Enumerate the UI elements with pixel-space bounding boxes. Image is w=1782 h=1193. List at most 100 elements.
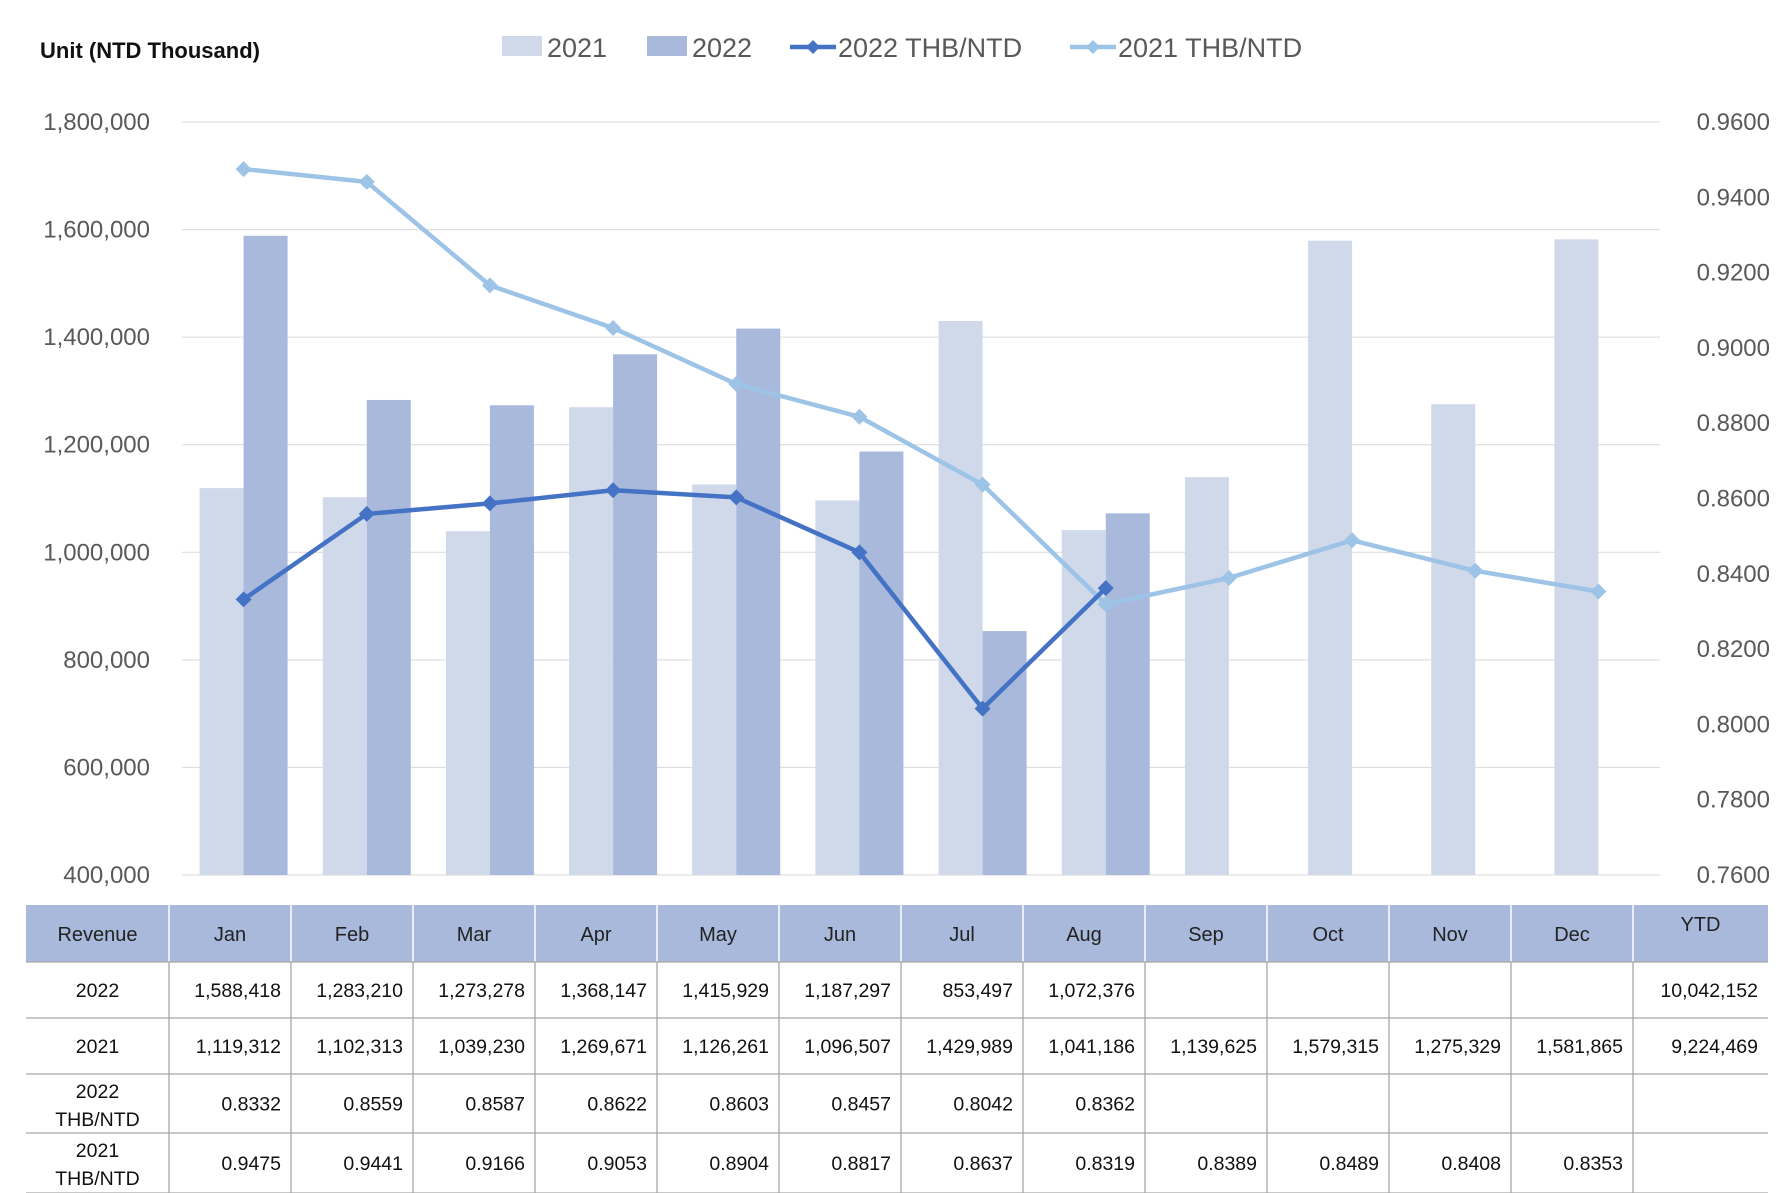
table-row-label: 2022 [76, 980, 119, 1002]
table-header-cell: Sep [1188, 924, 1224, 946]
legend-swatch-2022 [647, 36, 687, 56]
table-cell: 0.8559 [343, 1094, 403, 1116]
table-cell: 1,368,147 [560, 980, 647, 1002]
table-cell: 0.9475 [221, 1153, 281, 1175]
table-row-label: 2021 [76, 1036, 119, 1058]
table-cell: 0.8362 [1075, 1094, 1135, 1116]
bar-2021-Jan [199, 488, 244, 875]
table-cell: 10,042,152 [1660, 980, 1758, 1002]
bar-2022-Aug [1105, 513, 1150, 875]
table-cell: 0.8489 [1319, 1153, 1379, 1175]
right-axis: 0.9600 0.9400 0.9200 0.9000 0.8800 0.8600 0.84… [1697, 109, 1770, 889]
right-tick-label: 0.9600 [1697, 109, 1770, 136]
bar-2022-Mar [489, 405, 534, 875]
marker-2022-THB-NTD [1097, 580, 1114, 597]
left-tick-label: 1,000,000 [43, 539, 150, 566]
table-cell: 9,224,469 [1671, 1036, 1758, 1058]
bar-2021-Sep [1184, 477, 1229, 875]
table-cell: 1,096,507 [804, 1036, 891, 1058]
table-cell: 0.8332 [221, 1094, 281, 1116]
unit-label: Unit (NTD Thousand) [40, 38, 260, 63]
table-row-label: 2021 [76, 1140, 119, 1162]
bar-2022-Jan [243, 235, 288, 875]
table-cell: 1,429,989 [926, 1036, 1013, 1058]
marker-2021-THB-NTD [851, 408, 868, 425]
table-cell: 1,588,418 [194, 980, 281, 1002]
left-axis: 1,800,000 1,600,000 1,400,000 1,200,000 1,00… [43, 109, 150, 889]
table-cell: 1,187,297 [804, 980, 891, 1002]
legend-label-2021: 2021 [547, 33, 607, 63]
marker-2021-THB-NTD [974, 476, 991, 493]
table-cell: 0.8904 [709, 1153, 769, 1175]
table-cell: 853,497 [943, 980, 1014, 1002]
right-tick-label: 0.9200 [1697, 260, 1770, 287]
table-cell: 0.8457 [831, 1094, 891, 1116]
table-cell: 0.9166 [465, 1153, 525, 1175]
table-row-label: 2022 [76, 1081, 119, 1103]
table-cell: 0.8389 [1197, 1153, 1257, 1175]
bar-2021-Jul [938, 321, 983, 875]
table-cell: 1,041,186 [1048, 1036, 1135, 1058]
marker-2021-THB-NTD [1467, 562, 1484, 579]
table-row-label: THB/NTD [55, 1168, 140, 1190]
table-header-cell: Mar [457, 924, 492, 946]
right-tick-label: 0.8600 [1697, 486, 1770, 513]
marker-2022-THB-NTD [235, 591, 252, 608]
line-2021-THB-NTD [243, 166, 1599, 607]
left-tick-label: 1,200,000 [43, 432, 150, 459]
table-cell: 1,139,625 [1170, 1036, 1257, 1058]
left-tick-label: 400,000 [63, 862, 150, 889]
table-cell: 0.8353 [1563, 1153, 1623, 1175]
marker-2021-THB-NTD [1097, 596, 1114, 613]
bar-2021-May [692, 484, 737, 875]
legend-marker [1086, 40, 1100, 54]
marker-2021-THB-NTD [358, 173, 375, 190]
legend-marker [806, 40, 820, 54]
bar-2022-Jul [982, 631, 1027, 875]
legend-label-line: 2022 THB/NTD [838, 33, 1022, 63]
left-tick-label: 800,000 [63, 647, 150, 674]
table-header-cell: Revenue [57, 924, 137, 946]
table-cell: 1,039,230 [438, 1036, 525, 1058]
right-tick-label: 0.8200 [1697, 636, 1770, 663]
table-cell: 0.8408 [1441, 1153, 1501, 1175]
data-table: Revenue Jan Feb Mar Apr May Jun Jul Aug Sep Oct Nov… [26, 905, 1768, 1193]
bar-2021-Dec [1554, 239, 1599, 876]
right-tick-label: 0.9400 [1697, 184, 1770, 211]
table-cell: 1,102,313 [316, 1036, 403, 1058]
marker-2022-THB-NTD [481, 495, 498, 512]
marker-2022-THB-NTD [728, 489, 745, 506]
table-header-cell: Aug [1066, 924, 1102, 946]
bar-2022-Apr [613, 354, 658, 875]
bar-2022-May [736, 328, 781, 875]
bars [199, 235, 1599, 876]
legend: 2021 2022 2022 THB/NTD 2021 THB/NTD [502, 33, 1302, 63]
left-tick-label: 1,400,000 [43, 324, 150, 351]
legend-label-2022: 2022 [692, 33, 752, 63]
line-2022-THB-NTD [242, 487, 1108, 711]
left-tick-label: 1,800,000 [43, 109, 150, 136]
bar-2022-Feb [366, 399, 411, 875]
table-cell: 0.8319 [1075, 1153, 1135, 1175]
table-cell: 0.8817 [831, 1153, 891, 1175]
table-cell: 1,275,329 [1414, 1036, 1501, 1058]
marker-2021-THB-NTD [1590, 583, 1607, 600]
table-header-cell: Dec [1554, 924, 1590, 946]
table-cell: 1,415,929 [682, 980, 769, 1002]
table-cell: 0.9441 [343, 1153, 403, 1175]
right-tick-label: 0.8400 [1697, 561, 1770, 588]
table-cell: 1,581,865 [1536, 1036, 1623, 1058]
bar-2021-Jun [815, 500, 860, 875]
bar-2021-Apr [569, 407, 614, 875]
right-tick-label: 0.9000 [1697, 335, 1770, 362]
bar-2021-Oct [1308, 240, 1353, 875]
bar-2021-Mar [445, 531, 490, 875]
table-header-cell: Jul [949, 924, 975, 946]
marker-2021-THB-NTD [481, 277, 498, 294]
table-header-cell: Apr [580, 924, 611, 946]
bar-2021-Feb [322, 497, 367, 875]
table-cell: 1,072,376 [1048, 980, 1135, 1002]
table-header-cell: Oct [1312, 924, 1344, 946]
right-tick-label: 0.8800 [1697, 410, 1770, 437]
right-tick-label: 0.8000 [1697, 711, 1770, 738]
